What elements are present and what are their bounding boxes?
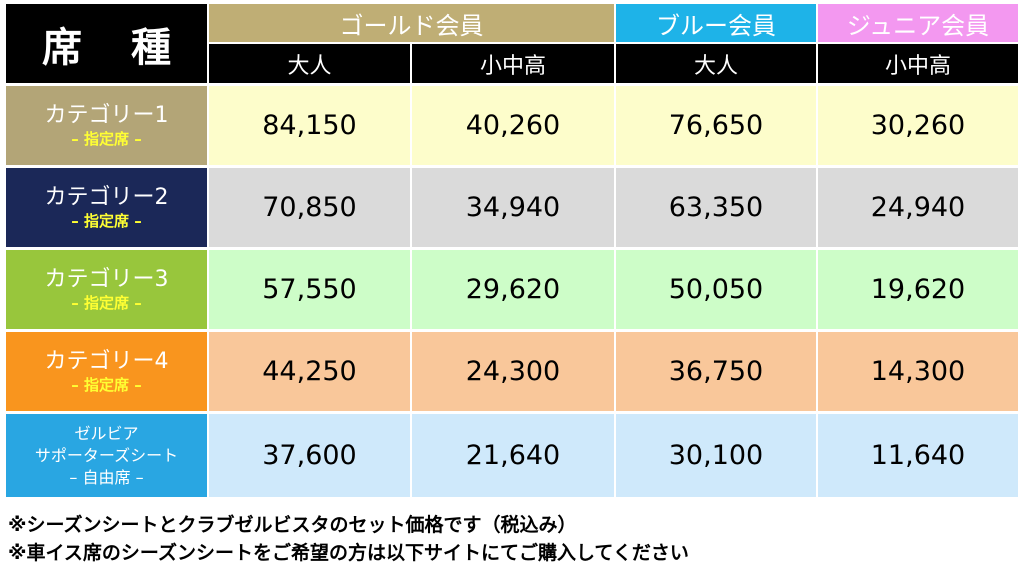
subheader-junior-student: 小中高 [818,44,1018,83]
category-name-line-2: サポーターズシート [34,445,179,465]
category-name-line-1: ゼルビア [74,423,139,443]
category-name: カテゴリー4 [44,348,169,374]
seat-header-char-2: 種 [131,24,171,71]
category-4-label: カテゴリー4 – 指定席 – [6,332,207,411]
gold-member-header: ゴールド会員 [209,4,614,42]
category-name: カテゴリー3 [44,266,169,292]
seat-header-char-1: 席 [42,24,82,71]
price-cell: 50,050 [616,250,816,329]
category-seat-type: – 自由席 – [69,467,144,487]
junior-member-header: ジュニア会員 [818,4,1018,42]
price-cell: 40,260 [412,86,614,165]
price-note: ※シーズンシートとクラブゼルビスタのセット価格です（税込み） [8,514,577,536]
price-cell: 37,600 [209,414,410,497]
price-cell: 57,550 [209,250,410,329]
price-cell: 30,260 [818,86,1018,165]
price-cell: 70,850 [209,168,410,247]
price-cell: 30,100 [616,414,816,497]
price-cell: 24,300 [412,332,614,411]
subheader-blue-adult: 大人 [616,44,816,83]
blue-member-header: ブルー会員 [616,4,816,42]
price-cell: 36,750 [616,332,816,411]
category-3-label: カテゴリー3 – 指定席 – [6,250,207,329]
wheelchair-note: ※車イス席のシーズンシートをご希望の方は以下サイトにてご購入してください [8,542,689,564]
category-seat-type: – 指定席 – [71,129,142,148]
seat-type-header: 席 種 [6,4,207,83]
category-name: カテゴリー2 [44,184,169,210]
subheader-gold-student: 小中高 [412,44,614,83]
supporters-seat-label: ゼルビア サポーターズシート – 自由席 – [6,414,207,497]
price-cell: 24,940 [818,168,1018,247]
subheader-gold-adult: 大人 [209,44,410,83]
price-cell: 19,620 [818,250,1018,329]
category-seat-type: – 指定席 – [71,375,142,394]
price-cell: 14,300 [818,332,1018,411]
price-cell: 44,250 [209,332,410,411]
price-cell: 21,640 [412,414,614,497]
price-cell: 29,620 [412,250,614,329]
price-cell: 76,650 [616,86,816,165]
category-2-label: カテゴリー2 – 指定席 – [6,168,207,247]
category-seat-type: – 指定席 – [71,211,142,230]
price-cell: 84,150 [209,86,410,165]
price-cell: 63,350 [616,168,816,247]
price-cell: 11,640 [818,414,1018,497]
category-name: カテゴリー1 [44,102,169,128]
category-1-label: カテゴリー1 – 指定席 – [6,86,207,165]
category-seat-type: – 指定席 – [71,293,142,312]
price-cell: 34,940 [412,168,614,247]
